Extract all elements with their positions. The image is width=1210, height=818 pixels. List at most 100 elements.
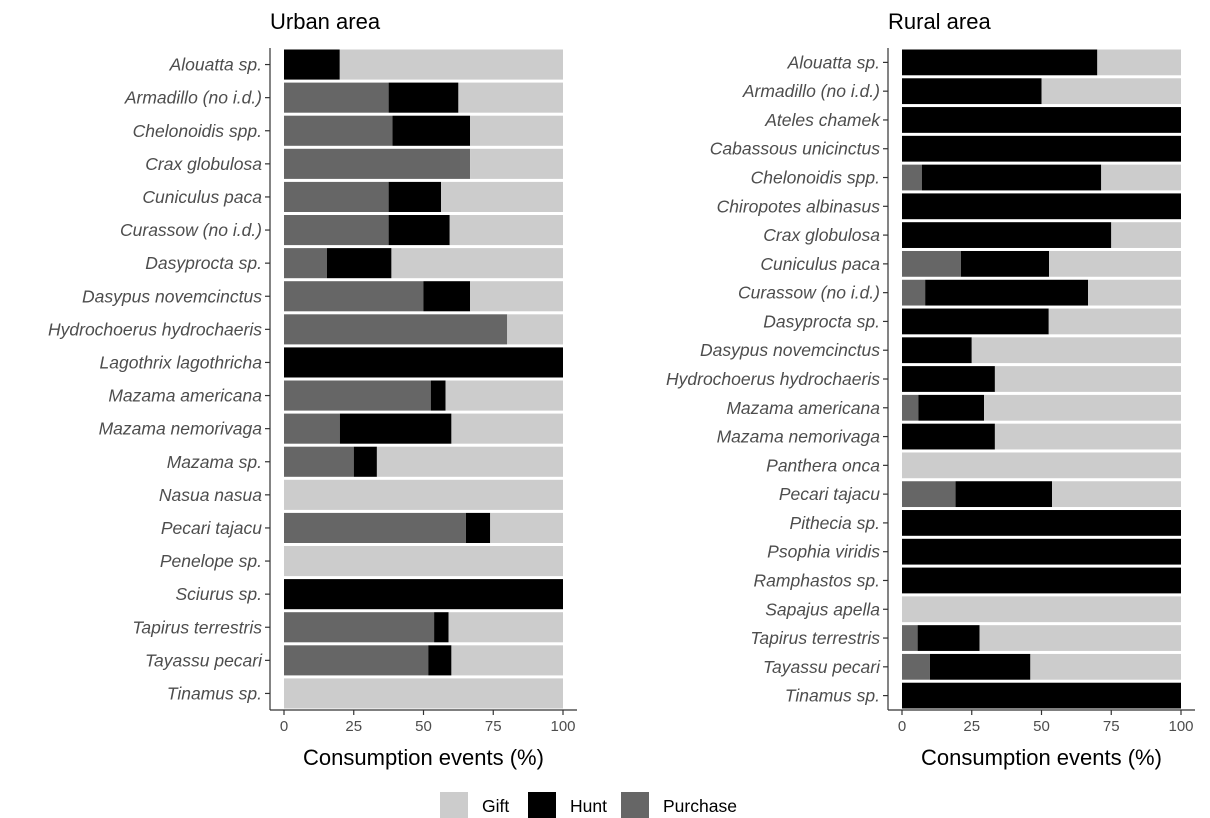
urban-bar-lagothrix-lagothricha-hunt [284,347,563,378]
rural-category-label-alouatta-sp: Alouatta sp. [787,52,880,72]
urban-bar-cuniculus-paca-purchase [284,181,389,212]
urban-bar-armadillo-no-i-d-hunt [388,82,459,113]
urban-category-label-tayassu-pecari: Tayassu pecari [145,650,263,670]
rural-category-label-pecari-tajacu: Pecari tajacu [779,484,880,504]
chart-legend: Gift Hunt Purchase [440,792,737,818]
urban-bar-crax-globulosa-gift [470,148,563,179]
urban-bar-alouatta-sp-hunt [284,49,340,80]
urban-bar-armadillo-no-i-d-purchase [284,82,389,113]
rural-bar-hydrochoerus-hydrochaeris-hunt [902,366,995,392]
rural-category-label-crax-globulosa: Crax globulosa [763,225,880,245]
rural-category-label-panthera-onca: Panthera onca [766,455,880,475]
urban-bar-penelope-sp-gift [284,546,563,577]
rural-bar-dasyprocta-sp-gift [1048,308,1181,335]
urban-category-label-tinamus-sp: Tinamus sp. [167,683,262,703]
rural-bar-chelonoidis-spp-purchase [902,164,922,191]
rural-x-tick-label-50: 50 [1033,718,1050,735]
rural-category-label-mazama-americana: Mazama americana [726,398,880,418]
rural-category-label-pithecia-sp: Pithecia sp. [790,513,880,533]
rural-bar-sapajus-apella-gift [902,596,1181,623]
urban-bar-pecari-tajacu-gift [490,512,563,543]
rural-bar-psophia-viridis-hunt [902,538,1181,565]
urban-category-label-cuniculus-paca: Cuniculus paca [142,187,262,207]
rural-category-label-tayassu-pecari: Tayassu pecari [763,657,881,677]
rural-bar-cuniculus-paca-hunt [960,250,1050,277]
urban-bar-dasyprocta-sp-gift [391,248,563,279]
urban-bar-mazama-americana-gift [445,380,563,411]
urban-category-label-lagothrix-lagothricha: Lagothrix lagothricha [100,352,263,372]
urban-bar-dasypus-novemcinctus-hunt [423,281,471,312]
urban-bar-dasyprocta-sp-purchase [284,248,327,279]
rural-bar-chiropotes-albinasus-hunt [902,193,1181,220]
urban-panel-title: Urban area [270,9,381,34]
rural-bar-curassow-no-i-d-hunt [925,279,1089,306]
rural-bar-mazama-nemorivaga-hunt [902,423,995,450]
rural-bar-cabassous-unicinctus-hunt [902,135,1181,162]
rural-bar-ramphastos-sp-hunt [902,567,1181,594]
rural-panel-title: Rural area [888,9,991,34]
rural-bar-tinamus-sp-hunt [902,682,1181,709]
urban-category-label-dasypus-novemcinctus: Dasypus novemcinctus [82,286,262,306]
urban-category-label-crax-globulosa: Crax globulosa [145,154,262,174]
urban-bar-mazama-sp-purchase [284,446,354,477]
urban-bar-pecari-tajacu-purchase [284,512,466,543]
rural-bar-tayassu-pecari-hunt [929,653,1031,680]
rural-bar-armadillo-no-i-d-gift [1041,78,1181,105]
rural-x-tick-label-25: 25 [963,718,980,735]
rural-bar-mazama-americana-gift [984,394,1181,421]
rural-category-label-chelonoidis-spp: Chelonoidis spp. [751,168,880,188]
urban-bar-hydrochoerus-hydrochaeris-gift [507,314,563,345]
rural-bar-dasypus-novemcinctus-hunt [902,337,972,364]
rural-bar-ateles-chamek-hunt [902,107,1181,133]
urban-x-tick-label-100: 100 [550,718,575,735]
rural-category-label-armadillo-no-i-d: Armadillo (no i.d.) [742,81,880,101]
rural-bar-dasyprocta-sp-hunt [902,308,1049,335]
rural-bar-tapirus-terrestris-purchase [902,625,918,651]
urban-bar-chelonoidis-spp-hunt [392,115,471,146]
urban-area-panel: Urban area Alouatta sp. Armadillo (no i.d.… [48,9,577,770]
urban-bar-dasyprocta-sp-hunt [326,248,392,279]
urban-bar-dasypus-novemcinctus-purchase [284,281,424,312]
rural-category-label-cabassous-unicinctus: Cabassous unicinctus [710,139,880,159]
rural-x-tick-label-75: 75 [1103,718,1120,735]
rural-bar-mazama-americana-hunt [918,394,985,421]
urban-bar-hydrochoerus-hydrochaeris-purchase [284,314,508,345]
rural-category-label-tinamus-sp: Tinamus sp. [785,686,880,706]
rural-bar-mazama-nemorivaga-gift [994,423,1181,450]
rural-category-label-curassow-no-i-d: Curassow (no i.d.) [738,283,880,303]
urban-bar-tapirus-terrestris-purchase [284,612,435,643]
urban-category-label-chelonoidis-spp: Chelonoidis spp. [133,121,262,141]
urban-category-label-curassow-no-i-d: Curassow (no i.d.) [120,220,262,240]
rural-bar-pithecia-sp-hunt [902,510,1181,536]
rural-bar-alouatta-sp-hunt [902,49,1098,76]
urban-category-label-alouatta-sp: Alouatta sp. [169,55,262,75]
rural-x-axis-title: Consumption events (%) [921,745,1162,770]
urban-x-tick-label-25: 25 [345,718,362,735]
urban-bar-sciurus-sp-hunt [284,579,563,610]
rural-bar-tapirus-terrestris-hunt [917,625,980,651]
rural-x-tick-label-0: 0 [898,718,906,735]
rural-category-label-dasyprocta-sp: Dasyprocta sp. [763,311,880,331]
legend-swatch-purchase [621,792,649,818]
rural-bar-cuniculus-paca-purchase [902,250,961,277]
rural-category-label-tapirus-terrestris: Tapirus terrestris [750,628,880,648]
urban-bar-tinamus-sp-gift [284,678,563,709]
rural-bar-armadillo-no-i-d-hunt [902,78,1042,105]
urban-category-label-penelope-sp: Penelope sp. [160,551,262,571]
urban-bar-cuniculus-paca-gift [441,181,563,212]
rural-bar-crax-globulosa-hunt [902,222,1112,248]
urban-category-label-mazama-nemorivaga: Mazama nemorivaga [99,419,263,439]
urban-bar-mazama-nemorivaga-gift [451,413,563,444]
rural-category-label-mazama-nemorivaga: Mazama nemorivaga [717,427,881,447]
rural-area-panel: Rural area Alouatta sp. Armadillo (no i.d.… [666,9,1195,770]
rural-bar-pecari-tajacu-hunt [955,481,1053,508]
urban-bar-mazama-sp-hunt [353,446,377,477]
rural-category-label-ateles-chamek: Ateles chamek [764,110,881,130]
urban-category-label-pecari-tajacu: Pecari tajacu [161,518,262,538]
rural-bar-mazama-americana-purchase [902,394,919,421]
rural-category-label-cuniculus-paca: Cuniculus paca [760,254,880,274]
rural-bar-pecari-tajacu-purchase [902,481,956,508]
urban-category-label-armadillo-no-i-d: Armadillo (no i.d.) [124,88,262,108]
rural-bar-curassow-no-i-d-gift [1088,279,1181,306]
